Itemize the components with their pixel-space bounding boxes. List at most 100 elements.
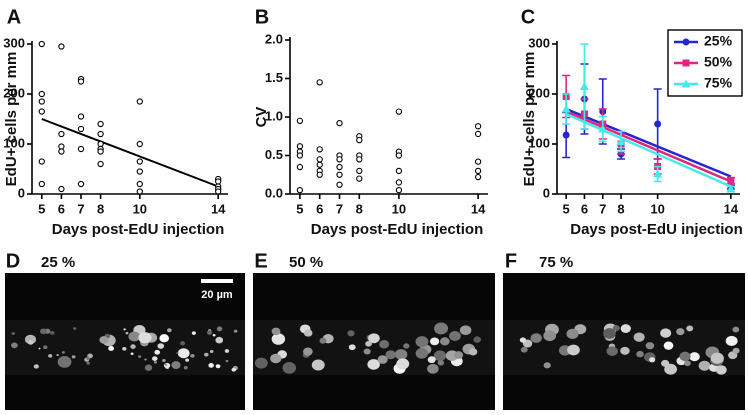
cell bbox=[61, 351, 65, 354]
x-tick-label: 10 bbox=[650, 201, 664, 216]
marker bbox=[562, 131, 570, 139]
y-tick-label: 0.5 bbox=[265, 147, 283, 162]
point bbox=[136, 98, 143, 105]
point bbox=[395, 167, 403, 175]
y-axis-label: EdU+ cells per mm bbox=[521, 52, 538, 187]
cell bbox=[144, 364, 153, 371]
cell bbox=[663, 341, 674, 350]
cell bbox=[603, 328, 616, 339]
y-tick-label: 1.0 bbox=[265, 108, 283, 123]
cell bbox=[468, 348, 478, 356]
cell bbox=[48, 354, 53, 358]
cell bbox=[732, 326, 740, 333]
cell bbox=[567, 344, 580, 356]
point bbox=[336, 120, 343, 127]
cell bbox=[427, 363, 439, 374]
point bbox=[77, 145, 85, 153]
point bbox=[316, 171, 323, 178]
cell bbox=[363, 348, 371, 355]
cell bbox=[11, 332, 16, 336]
point bbox=[38, 180, 45, 188]
point bbox=[38, 108, 45, 115]
cell bbox=[271, 333, 286, 345]
point bbox=[136, 180, 143, 188]
point bbox=[296, 163, 304, 171]
trend-line bbox=[565, 110, 732, 183]
marker bbox=[727, 178, 735, 185]
cell bbox=[620, 324, 631, 333]
point bbox=[97, 120, 104, 128]
point bbox=[296, 186, 304, 194]
point bbox=[316, 156, 323, 163]
panel-letter: C bbox=[521, 6, 535, 28]
cell bbox=[311, 359, 325, 371]
cell bbox=[543, 362, 551, 369]
x-tick-label: 8 bbox=[97, 201, 104, 216]
cell bbox=[365, 340, 372, 347]
y-tick-label: 200 bbox=[528, 85, 550, 100]
point bbox=[136, 158, 143, 165]
cell bbox=[454, 351, 464, 359]
cell bbox=[38, 347, 41, 350]
cell bbox=[176, 352, 179, 355]
legend-marker bbox=[682, 59, 690, 67]
cell bbox=[86, 361, 90, 365]
cell bbox=[171, 361, 181, 369]
cell bbox=[216, 326, 223, 332]
cell bbox=[377, 355, 388, 364]
x-tick-label: 14 bbox=[724, 201, 739, 216]
point bbox=[58, 185, 65, 193]
x-axis-label: Days post-EdU injection bbox=[52, 221, 225, 238]
cell bbox=[183, 366, 188, 370]
cell bbox=[157, 343, 165, 349]
point bbox=[58, 148, 65, 155]
point bbox=[296, 143, 304, 150]
legend-label: 75% bbox=[704, 75, 733, 91]
cell bbox=[348, 344, 356, 351]
point bbox=[336, 163, 343, 171]
cell bbox=[11, 342, 18, 349]
cell bbox=[27, 340, 34, 345]
cell bbox=[689, 352, 700, 362]
cell bbox=[56, 354, 59, 357]
cell bbox=[710, 352, 724, 364]
point bbox=[97, 148, 104, 155]
x-tick-label: 8 bbox=[617, 201, 624, 216]
marker bbox=[616, 137, 626, 145]
x-tick-label: 7 bbox=[77, 201, 84, 216]
cell bbox=[368, 333, 380, 344]
trend-line bbox=[565, 112, 732, 188]
y-tick-label: 100 bbox=[3, 135, 25, 150]
point bbox=[38, 90, 45, 98]
point bbox=[395, 186, 403, 194]
cell bbox=[212, 334, 216, 337]
cell bbox=[128, 331, 141, 342]
cell bbox=[676, 328, 685, 336]
cell bbox=[660, 328, 672, 338]
cell bbox=[231, 367, 237, 372]
point bbox=[215, 178, 222, 185]
cell bbox=[385, 350, 396, 360]
x-tick-label: 6 bbox=[316, 201, 323, 216]
point bbox=[97, 130, 104, 138]
cell bbox=[215, 364, 221, 369]
image-label: 75 % bbox=[539, 254, 573, 271]
cell bbox=[254, 357, 268, 369]
trend-line bbox=[41, 118, 219, 188]
cell bbox=[163, 362, 171, 369]
marker bbox=[561, 104, 571, 113]
cell bbox=[215, 336, 224, 344]
point bbox=[474, 130, 482, 138]
cell bbox=[73, 327, 77, 330]
cell bbox=[208, 363, 214, 368]
y-axis-label: CV bbox=[253, 107, 270, 128]
x-tick-label: 5 bbox=[563, 201, 570, 216]
point bbox=[474, 158, 482, 165]
cell bbox=[185, 358, 190, 362]
point bbox=[336, 171, 343, 178]
x-tick-label: 14 bbox=[471, 201, 486, 216]
point bbox=[474, 167, 482, 175]
cell bbox=[612, 325, 620, 332]
scale-bar bbox=[201, 279, 233, 283]
cell bbox=[303, 347, 313, 356]
